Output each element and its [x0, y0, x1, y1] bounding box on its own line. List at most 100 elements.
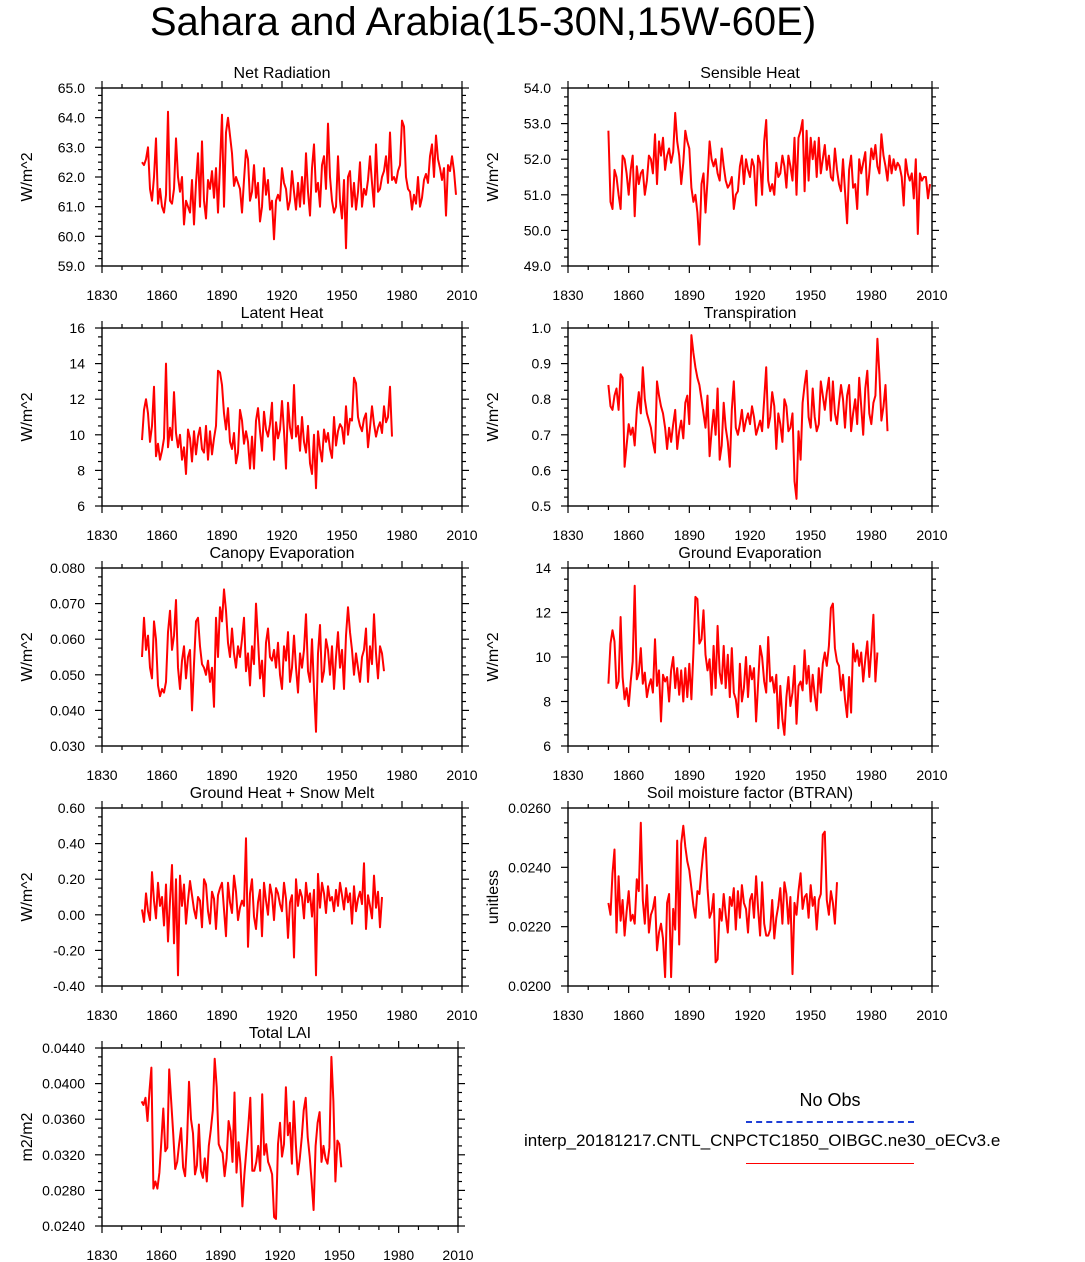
legend-model-line: [746, 1163, 914, 1164]
x-tick-label: 1950: [326, 1007, 357, 1023]
y-tick-label: 0.0280: [42, 1182, 85, 1198]
x-tick-label: 1860: [146, 1007, 177, 1023]
x-tick-label: 1920: [264, 1247, 295, 1262]
y-tick-label: 10: [69, 427, 85, 443]
y-tick-label: 50.0: [524, 222, 551, 238]
panel-title: Latent Heat: [241, 305, 324, 322]
y-tick-label: 61.0: [58, 199, 85, 215]
x-tick-label: 2010: [916, 1007, 947, 1023]
y-tick-label: 14: [69, 356, 85, 372]
panel-title: Net Radiation: [234, 65, 331, 82]
plot-frame: [101, 327, 463, 507]
series-line-model: [141, 837, 383, 977]
legend-model-label: interp_20181217.CNTL_CNPCTC1850_OIBGC.ne…: [524, 1131, 1001, 1150]
x-tick-label: 1830: [552, 767, 583, 783]
x-tick-label: 2010: [446, 527, 477, 543]
x-tick-label: 1980: [386, 1007, 417, 1023]
y-tick-label: 0.0240: [508, 859, 551, 875]
y-tick-label: 6: [543, 738, 551, 754]
y-tick-label: 0.9: [532, 356, 552, 372]
y-tick-label: 0.6: [532, 462, 552, 478]
y-tick-label: 12: [69, 391, 85, 407]
x-tick-label: 1860: [613, 767, 644, 783]
y-tick-label: 0.040: [50, 702, 85, 718]
y-tick-label: 0.030: [50, 738, 85, 754]
x-tick-label: 1830: [86, 287, 117, 303]
y-tick-label: 1.0: [532, 320, 552, 336]
x-tick-label: 1950: [326, 287, 357, 303]
y-tick-label: 0.080: [50, 560, 85, 576]
y-tick-label: 0.60: [58, 800, 85, 816]
y-tick-label: 63.0: [58, 139, 85, 155]
main-title: Sahara and Arabia(15-30N,15W-60E): [149, 0, 817, 44]
y-axis-label: unitless: [485, 870, 502, 924]
chart-panel-1: Net Radiation W/m^2 1830 1860 1890 1920 1950 19…: [19, 65, 478, 303]
x-tick-label: 1860: [146, 767, 177, 783]
x-tick-label: 1860: [146, 287, 177, 303]
x-tick-label: 2010: [442, 1247, 473, 1262]
y-tick-label: 59.0: [58, 258, 85, 274]
y-tick-label: 0.050: [50, 667, 85, 683]
y-axis-label: W/m^2: [19, 152, 36, 201]
x-tick-label: 2010: [446, 287, 477, 303]
x-tick-label: 1950: [795, 527, 826, 543]
y-tick-label: 0.7: [532, 427, 552, 443]
y-tick-label: -0.20: [53, 942, 85, 958]
x-tick-label: 1920: [266, 1007, 297, 1023]
y-tick-label: 65.0: [58, 80, 85, 96]
x-tick-label: 1860: [613, 527, 644, 543]
y-tick-label: 52.0: [524, 151, 551, 167]
y-tick-label: 0.00: [58, 907, 85, 923]
y-axis-label: W/m^2: [485, 152, 502, 201]
chart-panel-9: Total LAI m2/m2 1830 1860 1890 1920 1950 1980 20…: [19, 1025, 474, 1262]
x-tick-label: 1980: [386, 527, 417, 543]
y-axis-label: W/m^2: [485, 392, 502, 441]
y-tick-label: 51.0: [524, 187, 551, 203]
x-tick-label: 1920: [266, 527, 297, 543]
y-tick-label: -0.40: [53, 978, 85, 994]
y-tick-label: 0.8: [532, 391, 552, 407]
y-tick-label: 60.0: [58, 228, 85, 244]
x-tick-label: 1860: [146, 527, 177, 543]
x-tick-label: 2010: [916, 527, 947, 543]
x-tick-label: 1980: [856, 1007, 887, 1023]
x-tick-label: 1830: [86, 767, 117, 783]
x-tick-label: 1890: [674, 287, 705, 303]
x-tick-label: 1890: [674, 767, 705, 783]
y-axis-label: m2/m2: [19, 1112, 36, 1161]
x-tick-label: 1890: [206, 1007, 237, 1023]
y-tick-label: 64.0: [58, 110, 85, 126]
y-axis-label: W/m^2: [485, 632, 502, 681]
x-tick-label: 1950: [326, 527, 357, 543]
x-tick-label: 1860: [613, 1007, 644, 1023]
series-line-model: [141, 362, 393, 490]
x-tick-label: 1920: [734, 1007, 765, 1023]
x-tick-label: 1830: [86, 1007, 117, 1023]
series-line-model: [141, 110, 457, 250]
panel-title: Total LAI: [249, 1025, 311, 1042]
x-tick-label: 1980: [386, 287, 417, 303]
y-tick-label: 0.0440: [42, 1040, 85, 1056]
y-tick-label: 14: [535, 560, 551, 576]
chart-panel-6: Ground Evaporation W/m^2 1830 1860 1890 1920 1…: [485, 545, 948, 783]
y-tick-label: 62.0: [58, 169, 85, 185]
series-line-model: [607, 111, 931, 246]
x-tick-label: 1950: [795, 287, 826, 303]
series-line-model: [607, 821, 838, 979]
x-tick-label: 1830: [552, 1007, 583, 1023]
y-tick-label: 16: [69, 320, 85, 336]
y-tick-label: 0.5: [532, 498, 552, 514]
chart-panel-5: Canopy Evaporation W/m^2 1830 1860 1890 1920 1…: [19, 545, 478, 783]
y-tick-label: 54.0: [524, 80, 551, 96]
x-tick-label: 1980: [386, 767, 417, 783]
x-tick-label: 1890: [206, 527, 237, 543]
y-tick-label: 6: [77, 498, 85, 514]
y-tick-label: 0.0260: [508, 800, 551, 816]
x-tick-label: 1890: [206, 287, 237, 303]
panel-title: Transpiration: [704, 305, 797, 322]
legend-obs-line: [746, 1121, 914, 1123]
x-tick-label: 1980: [856, 527, 887, 543]
x-tick-label: 1980: [856, 287, 887, 303]
y-tick-label: 0.0400: [42, 1076, 85, 1092]
series-line-model: [607, 334, 889, 500]
